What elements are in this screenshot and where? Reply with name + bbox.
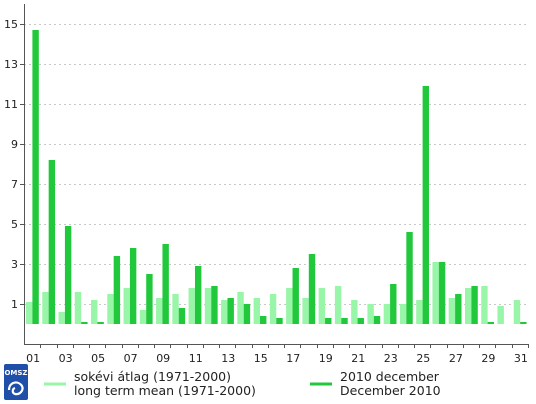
y-tick-label: 11: [4, 98, 18, 111]
bar-december-2010: [471, 286, 478, 324]
bar-december-2010: [292, 268, 299, 324]
bar-long-term-mean: [253, 298, 261, 324]
bar-december-2010: [146, 274, 153, 324]
bar-long-term-mean: [91, 300, 98, 324]
x-tick-label: 13: [221, 352, 235, 365]
y-tick-label: 9: [11, 138, 18, 151]
bar-december-2010: [243, 304, 251, 324]
bar-long-term-mean: [204, 288, 212, 324]
bar-long-term-mean: [107, 294, 114, 324]
x-tick-label: 25: [416, 352, 430, 365]
y-tick-label: 3: [11, 258, 18, 271]
bar-december-2010: [276, 318, 283, 324]
x-tick-label: 09: [156, 352, 170, 365]
bar-december-2010: [48, 160, 56, 324]
bar-december-2010: [341, 318, 348, 324]
bar-long-term-mean: [513, 300, 521, 324]
bar-december-2010: [227, 298, 234, 324]
x-tick-label: 11: [189, 352, 203, 365]
bar-december-2010: [178, 308, 186, 324]
x-tick-label: 21: [351, 352, 365, 365]
bar-december-2010: [194, 266, 202, 324]
omsz-logo: OMSZ: [4, 364, 28, 400]
bar-december-2010: [211, 286, 218, 324]
y-tick-label: 1: [11, 298, 18, 311]
bar-december-2010: [113, 256, 121, 324]
y-tick-label: 15: [4, 18, 18, 31]
bar-long-term-mean: [318, 288, 326, 324]
bar-december-2010: [97, 322, 104, 324]
bar-long-term-mean: [269, 294, 277, 324]
bar-long-term-mean: [237, 292, 244, 324]
legend: sokévi átlag (1971-2000)long term mean (…: [44, 369, 441, 398]
y-tick-label: 13: [4, 58, 18, 71]
legend-label: long term mean (1971-2000): [74, 383, 256, 398]
plot-frame: [24, 4, 528, 344]
logo-text: OMSZ: [4, 369, 27, 377]
bar-december-2010: [308, 254, 316, 324]
bar-long-term-mean: [286, 288, 293, 324]
bar-long-term-mean: [334, 286, 342, 324]
bar-december-2010: [325, 318, 332, 324]
legend-label: December 2010: [340, 383, 441, 398]
x-tick-label: 03: [59, 352, 73, 365]
bar-long-term-mean: [432, 262, 439, 324]
bar-december-2010: [455, 294, 462, 324]
x-tick-label: 27: [449, 352, 463, 365]
x-tick-label: 31: [514, 352, 528, 365]
x-tick-label: 15: [254, 352, 268, 365]
bar-long-term-mean: [74, 292, 82, 324]
x-tick-label: 07: [124, 352, 138, 365]
bar-december-2010: [129, 248, 137, 324]
bar-long-term-mean: [464, 288, 472, 324]
bar-december-2010: [32, 30, 39, 324]
x-tick-label: 29: [481, 352, 495, 365]
x-tick-label: 01: [26, 352, 40, 365]
x-tick-label: 17: [286, 352, 300, 365]
bar-long-term-mean: [416, 300, 423, 324]
x-tick-labels: 01 03 05 07 09 11 13 15 17 19 21 23 25 27 29 31: [26, 352, 528, 365]
bar-december-2010: [406, 232, 413, 324]
bar-long-term-mean: [302, 298, 309, 324]
bar-long-term-mean: [221, 300, 228, 324]
bar-long-term-mean: [383, 304, 391, 324]
bar-december-2010: [81, 322, 88, 324]
x-tick-label: 05: [91, 352, 105, 365]
bar-december-2010: [64, 226, 72, 324]
bar-long-term-mean: [367, 304, 374, 324]
bar-long-term-mean: [156, 298, 163, 324]
bar-long-term-mean: [123, 288, 130, 324]
bar-december-2010: [422, 86, 429, 324]
bar-december-2010: [520, 322, 527, 324]
bar-december-2010: [390, 284, 397, 324]
bar-december-2010: [438, 262, 446, 324]
x-tick-label: 23: [384, 352, 398, 365]
bar-long-term-mean: [58, 312, 65, 324]
x-tick-label: 19: [319, 352, 333, 365]
bars: [26, 30, 527, 324]
bar-long-term-mean: [139, 310, 147, 324]
bar-long-term-mean: [188, 288, 195, 324]
bar-december-2010: [487, 322, 495, 324]
bar-december-2010: [373, 316, 381, 324]
bar-long-term-mean: [351, 300, 358, 324]
legend-label: sokévi átlag (1971-2000): [74, 369, 231, 384]
bar-long-term-mean: [497, 306, 504, 324]
bar-december-2010: [357, 318, 364, 324]
axes: [20, 4, 529, 348]
bar-december-2010: [260, 316, 267, 324]
bar-long-term-mean: [448, 298, 456, 324]
bar-long-term-mean: [42, 292, 49, 324]
legend-label: 2010 december: [340, 369, 440, 384]
bar-long-term-mean: [481, 286, 488, 324]
bar-december-2010: [162, 244, 169, 324]
bar-long-term-mean: [26, 302, 33, 324]
bar-long-term-mean: [172, 294, 179, 324]
y-tick-label: 5: [11, 218, 18, 231]
y-tick-label: 7: [11, 178, 18, 191]
bar-long-term-mean: [399, 304, 407, 324]
